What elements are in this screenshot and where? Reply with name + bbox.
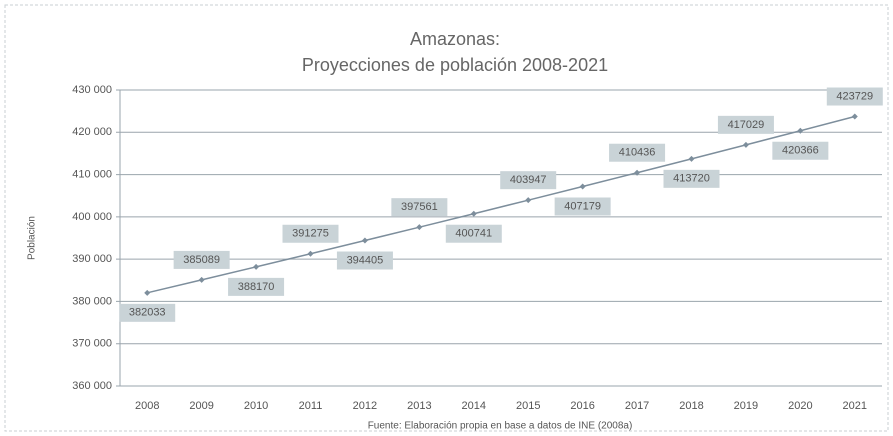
data-label: 420366: [782, 145, 819, 157]
x-tick-label: 2011: [299, 400, 323, 412]
y-tick-label: 430 000: [72, 84, 112, 96]
data-label-box: [336, 251, 393, 270]
chart-title: Amazonas:: [410, 29, 500, 49]
data-point: [144, 289, 151, 296]
data-label: 400741: [455, 228, 492, 240]
x-tick-label: 2017: [625, 400, 649, 412]
x-tick-label: 2020: [788, 400, 812, 412]
y-tick-label: 370 000: [72, 338, 112, 350]
x-tick-label: 2010: [244, 400, 268, 412]
y-tick-label: 410 000: [72, 168, 112, 180]
data-label: 397561: [401, 201, 438, 213]
data-label-box: [119, 303, 176, 322]
x-tick-label: 2012: [353, 400, 377, 412]
data-label-box: [717, 115, 774, 134]
data-label-box: [500, 171, 557, 190]
data-point: [688, 155, 695, 162]
data-label-box: [445, 224, 502, 243]
data-label: 391275: [292, 228, 329, 240]
x-tick-label: 2019: [734, 400, 758, 412]
x-tick-label: 2016: [570, 400, 594, 412]
y-tick-label: 360 000: [72, 380, 112, 392]
data-point: [361, 237, 368, 244]
data-label: 423729: [836, 90, 873, 102]
data-label: 407179: [564, 200, 601, 212]
data-label-box: [772, 141, 829, 160]
chart-subtitle: Proyecciones de población 2008-2021: [302, 55, 608, 75]
data-label: 413720: [673, 173, 710, 185]
data-label: 417029: [728, 119, 765, 131]
y-tick-label: 390 000: [72, 253, 112, 265]
x-tick-label: 2014: [462, 400, 486, 412]
data-point: [634, 169, 641, 176]
data-point: [416, 224, 423, 231]
data-label-box: [609, 143, 666, 162]
data-point: [253, 263, 260, 270]
data-label: 385089: [183, 254, 220, 266]
data-point: [525, 197, 532, 204]
data-label: 410436: [619, 147, 656, 159]
data-label-box: [282, 224, 339, 243]
x-tick-label: 2008: [135, 400, 159, 412]
data-label-box: [391, 198, 448, 217]
x-tick-label: 2009: [189, 400, 213, 412]
data-label: 394405: [347, 254, 384, 266]
data-point: [797, 127, 804, 134]
data-label-box: [663, 169, 720, 188]
y-tick-label: 420 000: [72, 126, 112, 138]
y-axis-label: Población: [27, 216, 38, 260]
data-point: [470, 210, 477, 217]
y-tick-label: 380 000: [72, 295, 112, 307]
data-label-box: [826, 87, 883, 106]
x-tick-label: 2013: [407, 400, 431, 412]
x-tick-label: 2021: [843, 400, 867, 412]
data-point: [579, 183, 586, 190]
y-tick-label: 400 000: [72, 211, 112, 223]
x-tick-label: 2018: [679, 400, 703, 412]
data-point: [742, 141, 749, 148]
source-note: Fuente: Elaboración propia en base a dat…: [368, 421, 633, 432]
data-label: 403947: [510, 174, 547, 186]
data-line: [147, 115, 855, 294]
data-label: 382033: [129, 307, 166, 319]
chart-border: [4, 4, 889, 432]
data-point: [851, 113, 858, 120]
data-label-box: [228, 277, 285, 296]
x-tick-label: 2015: [516, 400, 540, 412]
data-label-box: [173, 250, 230, 269]
data-point: [307, 250, 314, 257]
data-label-box: [554, 197, 611, 216]
data-label: 388170: [238, 281, 275, 293]
data-point: [198, 276, 205, 283]
